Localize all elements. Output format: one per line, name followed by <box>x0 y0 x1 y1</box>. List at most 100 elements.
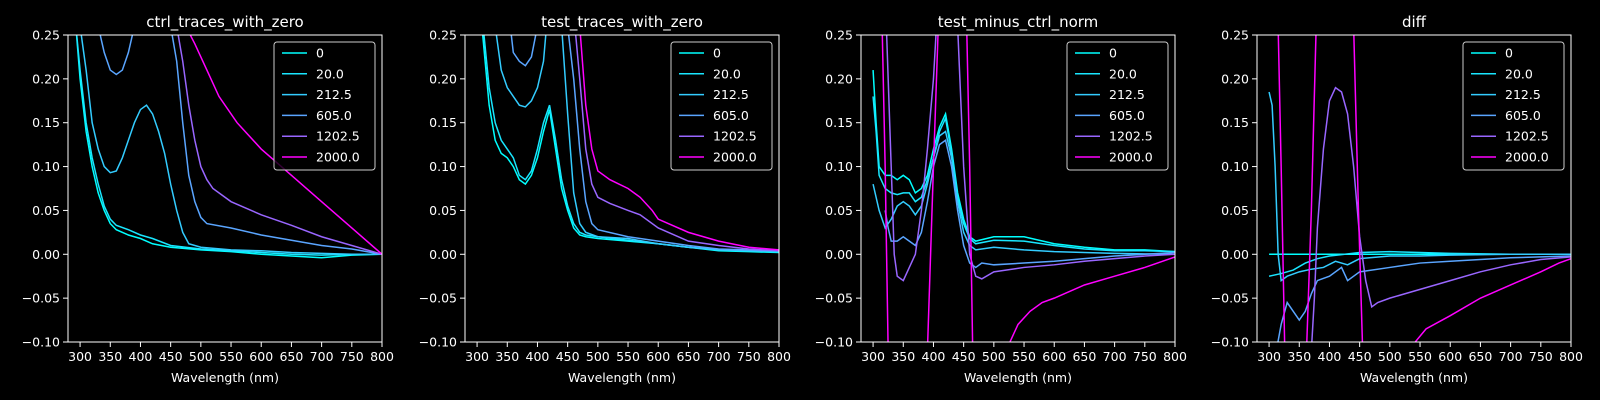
x-tick-label: 300 <box>1257 349 1281 364</box>
legend-label: 1202.5 <box>316 129 360 144</box>
legend-label: 2000.0 <box>1109 150 1153 165</box>
y-tick-label: 0.25 <box>32 28 60 43</box>
legend-label: 212.5 <box>1505 87 1541 102</box>
x-tick-label: 400 <box>1318 349 1342 364</box>
axes-frame <box>1256 34 1572 343</box>
x-tick-label: 750 <box>1133 349 1157 364</box>
x-tick-label: 350 <box>495 349 519 364</box>
x-tick-label: 400 <box>922 349 946 364</box>
x-tick-label: 500 <box>586 349 610 364</box>
series-line-2000.0 <box>1277 35 1571 342</box>
y-tick-label: 0.00 <box>429 247 457 262</box>
chart-panel-3: diff 300 350 400 450 500 550 600 650 700 750 800 0.2… <box>1211 13 1583 385</box>
y-tick-label: 0.15 <box>1221 115 1249 130</box>
axes-frame <box>860 34 1176 343</box>
x-tick-label: 700 <box>310 349 334 364</box>
chart-title: ctrl_traces_with_zero <box>146 13 303 32</box>
legend-label: 0 <box>1109 46 1117 61</box>
legend-label: 605.0 <box>1109 108 1145 123</box>
x-tick-label: 800 <box>370 349 394 364</box>
x-axis-label: Wavelength (nm) <box>964 370 1072 385</box>
x-tick-label: 650 <box>279 349 303 364</box>
chart-panel-0: ctrl_traces_with_zero 300 350 400 450 500 550 6… <box>22 13 394 385</box>
legend-label: 20.0 <box>1109 66 1137 81</box>
series-line-212.5 <box>495 35 779 253</box>
legend-label: 1202.5 <box>1109 129 1153 144</box>
x-tick-label: 500 <box>1378 349 1402 364</box>
y-tick-label: −0.05 <box>1211 291 1249 306</box>
legend: 0 20.0 212.5 605.0 1202.5 2000.0 <box>273 41 376 171</box>
x-tick-label: 600 <box>249 349 273 364</box>
y-tick-label: 0.20 <box>429 71 457 86</box>
series-line-212.5 <box>1268 91 1571 282</box>
legend-label: 2000.0 <box>713 150 757 165</box>
x-tick-label: 800 <box>1559 349 1583 364</box>
x-tick-label: 300 <box>68 349 92 364</box>
x-tick-label: 600 <box>646 349 670 364</box>
x-tick-label: 400 <box>129 349 153 364</box>
legend: 0 20.0 212.5 605.0 1202.5 2000.0 <box>1462 41 1565 171</box>
chart-panel-2: test_minus_ctrl_norm 300 350 400 450 500 550 60… <box>815 13 1187 385</box>
x-tick-label: 300 <box>861 349 885 364</box>
x-tick-label: 350 <box>891 349 915 364</box>
x-tick-label: 500 <box>982 349 1006 364</box>
x-tick-label: 700 <box>1103 349 1127 364</box>
series-line-605.0 <box>99 35 382 256</box>
y-tick-label: 0.00 <box>1221 247 1249 262</box>
x-tick-label: 450 <box>1348 349 1372 364</box>
x-tick-label: 800 <box>1163 349 1187 364</box>
y-tick-label: 0.10 <box>429 159 457 174</box>
y-tick-label: 0.15 <box>429 115 457 130</box>
x-tick-label: 650 <box>1468 349 1492 364</box>
legend-label: 0 <box>713 46 721 61</box>
legend-label: 20.0 <box>713 66 741 81</box>
y-tick-label: 0.20 <box>1221 71 1249 86</box>
x-tick-label: 750 <box>737 349 761 364</box>
legend-label: 0 <box>1505 46 1513 61</box>
y-tick-label: −0.05 <box>22 291 60 306</box>
x-tick-label: 600 <box>1042 349 1066 364</box>
legend-label: 2000.0 <box>1505 150 1549 165</box>
x-tick-label: 650 <box>1072 349 1096 364</box>
series-line-212.5 <box>872 130 1175 256</box>
series-line-20.0 <box>75 35 382 256</box>
series-line-605.0 <box>884 138 1175 269</box>
y-tick-label: 0.25 <box>429 28 457 43</box>
legend-label: 0 <box>316 46 324 61</box>
x-tick-label: 800 <box>767 349 791 364</box>
y-tick-label: 0.00 <box>825 247 853 262</box>
y-tick-label: 0.00 <box>32 247 60 262</box>
series-line-1202.5 <box>574 35 779 252</box>
x-tick-label: 550 <box>219 349 243 364</box>
legend-label: 605.0 <box>1505 108 1541 123</box>
legend-label: 1202.5 <box>713 129 757 144</box>
legend-label: 20.0 <box>316 66 344 81</box>
x-tick-label: 600 <box>1438 349 1462 364</box>
y-tick-label: 0.15 <box>825 115 853 130</box>
y-tick-label: −0.10 <box>419 335 457 350</box>
legend: 0 20.0 212.5 605.0 1202.5 2000.0 <box>1066 41 1169 171</box>
y-tick-label: 0.15 <box>32 115 60 130</box>
x-tick-label: 450 <box>159 349 183 364</box>
y-tick-label: 0.25 <box>825 28 853 43</box>
y-tick-label: 0.05 <box>825 203 853 218</box>
legend-label: 212.5 <box>713 87 749 102</box>
x-tick-label: 550 <box>1012 349 1036 364</box>
series-line-1202.5 <box>885 35 1175 282</box>
y-tick-label: 0.10 <box>32 159 60 174</box>
x-tick-label: 350 <box>1287 349 1311 364</box>
axes-frame <box>67 34 383 343</box>
y-tick-label: 0.10 <box>825 159 853 174</box>
legend-label: 1202.5 <box>1505 129 1549 144</box>
x-tick-label: 750 <box>1529 349 1553 364</box>
x-tick-label: 650 <box>676 349 700 364</box>
y-tick-label: 0.20 <box>825 71 853 86</box>
x-tick-label: 300 <box>465 349 489 364</box>
chart-title: diff <box>1402 13 1427 31</box>
series-line-605.0 <box>510 35 779 252</box>
x-axis-label: Wavelength (nm) <box>1360 370 1468 385</box>
y-tick-label: −0.10 <box>22 335 60 350</box>
series-line-1202.5 <box>177 35 382 256</box>
series-line-20.0 <box>1268 250 1571 277</box>
x-axis-label: Wavelength (nm) <box>568 370 676 385</box>
